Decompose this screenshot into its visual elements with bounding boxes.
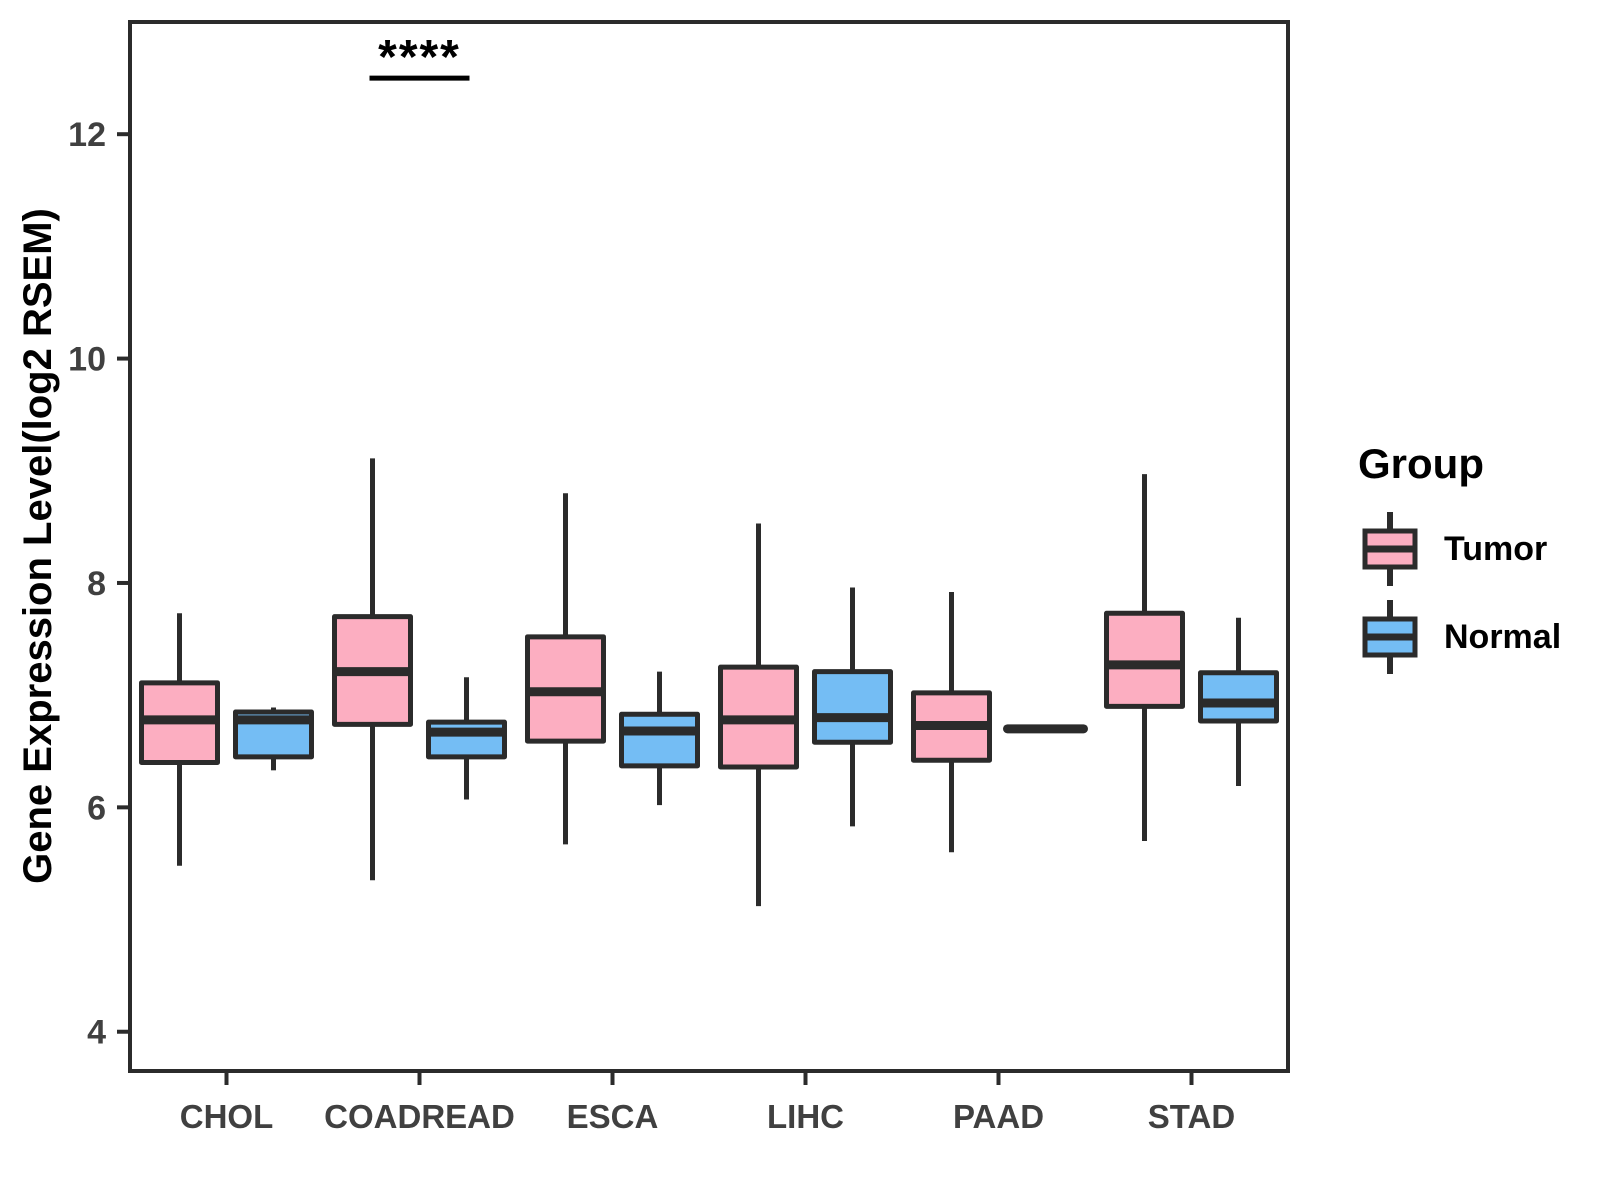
y-tick-label: 6 bbox=[87, 789, 106, 827]
legend-title: Group bbox=[1358, 440, 1484, 487]
legend-label-normal: Normal bbox=[1444, 617, 1562, 656]
box-normal-esca bbox=[619, 711, 700, 769]
box-tumor-stad bbox=[1104, 610, 1185, 709]
plot-panel-border bbox=[128, 20, 1290, 1073]
legend-entry-tumor: Tumor bbox=[1358, 510, 1561, 588]
legend-entry-normal: Normal bbox=[1358, 598, 1561, 676]
box-normal-coadread bbox=[426, 719, 507, 760]
x-tick-label: CHOL bbox=[180, 1098, 274, 1135]
y-axis-title: Gene Expression Level(log2 RSEM) bbox=[16, 208, 60, 884]
y-tick-label: 10 bbox=[68, 341, 106, 379]
legend: Group Tumor Normal bbox=[1358, 440, 1561, 686]
significance-stars: **** bbox=[378, 31, 461, 84]
x-tick-label: STAD bbox=[1148, 1098, 1235, 1135]
legend-label-tumor: Tumor bbox=[1444, 529, 1548, 568]
x-tick-label: COADREAD bbox=[324, 1098, 515, 1135]
x-tick-label: ESCA bbox=[567, 1098, 659, 1135]
x-tick-label: LIHC bbox=[767, 1098, 844, 1135]
tumor-boxplot-key-icon bbox=[1362, 512, 1418, 586]
box-normal-lihc bbox=[812, 669, 893, 745]
y-tick-label: 12 bbox=[68, 116, 106, 154]
y-tick-label: 4 bbox=[87, 1014, 106, 1052]
x-tick-label: PAAD bbox=[953, 1098, 1044, 1135]
y-tick-label: 8 bbox=[87, 565, 106, 603]
box-normal-stad bbox=[1198, 670, 1279, 724]
normal-boxplot-key-icon bbox=[1362, 600, 1418, 674]
